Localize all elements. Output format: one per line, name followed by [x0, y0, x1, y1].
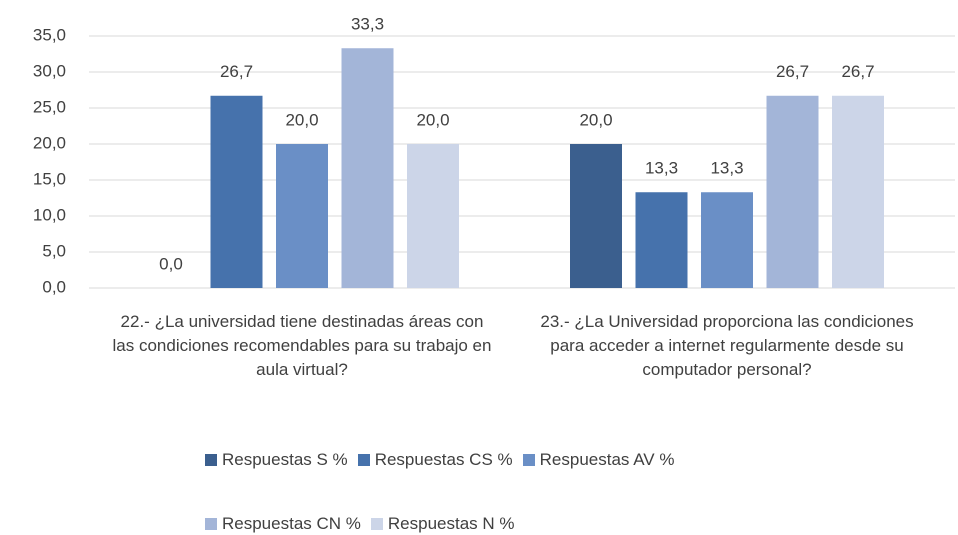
data-label: 13,3 — [645, 159, 678, 178]
legend-label: Respuestas N % — [387, 514, 515, 533]
legend-swatch — [370, 518, 383, 530]
data-label: 26,7 — [220, 62, 253, 81]
legend-label: Respuestas AV % — [539, 450, 675, 469]
data-label: 0,0 — [159, 254, 183, 273]
y-tick-label: 35,0 — [33, 25, 66, 44]
bar — [276, 144, 328, 288]
legend-item: Respuestas AV % — [522, 448, 675, 472]
legend: Respuestas S % Respuestas CS % Respuestas … — [205, 448, 805, 535]
y-tick-label: 25,0 — [33, 97, 66, 116]
bar — [701, 192, 753, 288]
bar — [766, 95, 819, 288]
x-tick-label: 23.- ¿La Universidad proporciona las con… — [540, 312, 914, 379]
y-tick-label: 10,0 — [33, 205, 66, 224]
y-tick-label: 5,0 — [42, 241, 66, 260]
legend-label: Respuestas CS % — [374, 450, 513, 469]
bar — [570, 144, 622, 288]
x-tick-label: 22.- ¿La universidad tiene destinadas ár… — [112, 312, 492, 379]
legend-item: Respuestas CS % — [357, 448, 513, 472]
legend-label: Respuestas CN % — [222, 514, 361, 533]
data-label: 20,0 — [579, 110, 612, 129]
bar — [341, 48, 394, 288]
y-tick-label: 20,0 — [33, 133, 66, 152]
bar — [635, 192, 688, 288]
data-label: 20,0 — [416, 110, 449, 129]
data-label: 33,3 — [351, 15, 384, 34]
y-tick-label: 0,0 — [42, 277, 66, 296]
legend-swatch — [205, 518, 217, 530]
y-tick-label: 30,0 — [33, 61, 66, 80]
data-label: 13,3 — [710, 159, 743, 178]
y-tick-label: 15,0 — [33, 169, 66, 188]
legend-swatch — [205, 454, 217, 466]
legend-label: Respuestas S % — [222, 450, 348, 469]
legend-item: Respuestas N % — [370, 512, 515, 535]
bar — [210, 95, 263, 288]
legend-swatch — [357, 454, 370, 466]
legend-item: Respuestas CN % — [205, 512, 361, 535]
data-label: 20,0 — [285, 110, 318, 129]
bar — [832, 95, 884, 288]
bar — [407, 144, 459, 288]
legend-swatch — [522, 454, 535, 466]
data-label: 26,7 — [776, 62, 809, 81]
data-label: 26,7 — [841, 62, 874, 81]
legend-item: Respuestas S % — [205, 448, 348, 472]
